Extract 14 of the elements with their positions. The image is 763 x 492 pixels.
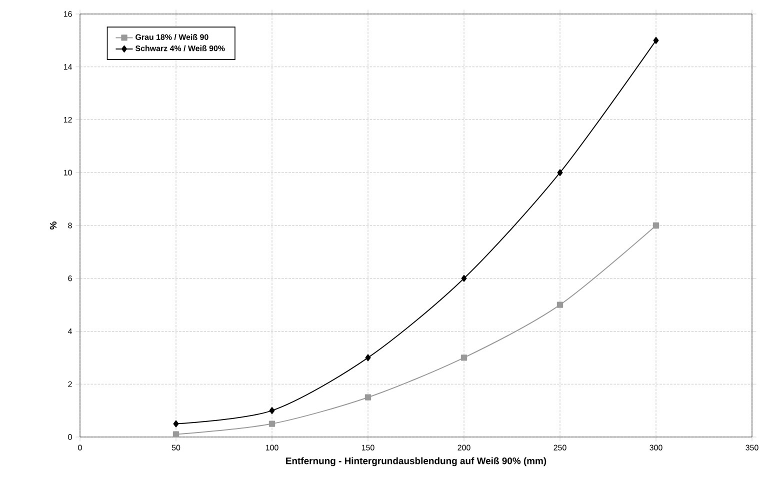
point <box>461 274 467 282</box>
point <box>557 169 563 176</box>
point <box>556 302 564 308</box>
point <box>365 354 371 362</box>
point <box>173 420 179 428</box>
x-axis-title: Entfernung - Hintergrundausblendung auf Weiß 90% (mm) <box>286 457 546 466</box>
point <box>652 222 660 229</box>
point <box>172 431 180 438</box>
point <box>364 394 372 400</box>
point <box>460 354 468 361</box>
point <box>269 407 275 414</box>
y-axis-title: % <box>50 222 57 230</box>
point <box>268 420 276 427</box>
point <box>653 36 659 44</box>
